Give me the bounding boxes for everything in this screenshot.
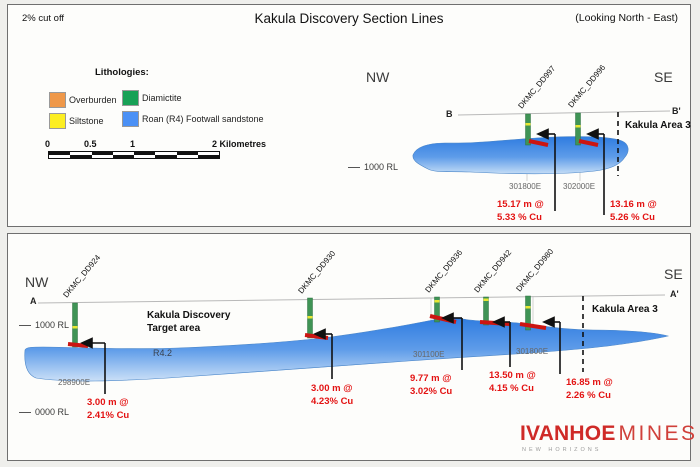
rl-label-1000: 1000 RL — [19, 320, 69, 330]
easting-label: 301100E — [413, 350, 445, 359]
surface-line — [457, 110, 671, 116]
annotation-arrow — [80, 312, 561, 394]
ore-body — [412, 136, 629, 175]
logo-wordmark-mines: MINES — [618, 422, 698, 445]
intercept-grade: 3.00 m @2.41% Cu — [87, 397, 130, 421]
section-endpoint-a: A — [30, 296, 37, 306]
section-endpoint-b: B — [446, 109, 453, 119]
intercept-marker — [528, 139, 599, 147]
direction-nw: NW — [25, 274, 49, 290]
intercept-grade: 9.77 m @3.02% Cu — [410, 373, 453, 397]
intercept-grade: 3.00 m @4.23% Cu — [311, 383, 354, 407]
legend-swatch-siltstone — [49, 113, 66, 129]
section-endpoint-a-prime: A' — [670, 289, 679, 299]
direction-nw: NW — [366, 69, 390, 85]
rl-label-0000: 0000 RL — [19, 407, 69, 417]
legend-swatch-sandstone — [122, 111, 139, 127]
scalebar-tick-0: 0 — [45, 139, 51, 149]
kakula-area3-label: Kakula Area 3 — [592, 304, 658, 315]
legend-title: Lithologies: — [95, 67, 149, 78]
section-a-graphic — [24, 294, 669, 394]
easting-label: 301800E — [509, 182, 542, 191]
rl-label-1000: 1000 RL — [348, 162, 398, 172]
direction-se: SE — [654, 69, 673, 85]
legend-swatch-diamictite — [122, 90, 139, 106]
logo-tagline: NEW HORIZONS — [522, 447, 602, 453]
rl-tick — [19, 411, 31, 413]
scalebar-tick-2km: 2 Kilometres — [212, 139, 267, 149]
legend-label-diamictite: Diamictite — [142, 93, 182, 103]
cutoff-note: 2% cut off — [22, 13, 65, 24]
ivanhoe-mines-logo: IVANHOE MINES NEW HORIZONS — [520, 422, 698, 453]
intercept-grade: 15.17 m @5.33 % Cu — [497, 199, 544, 223]
kakula-area3-label: Kakula Area 3 — [625, 120, 691, 131]
rl-tick — [348, 166, 360, 168]
section-endpoint-b-prime: B' — [672, 106, 681, 116]
annotation-arrow — [536, 128, 605, 215]
intercept-grade: 13.50 m @4.15 % Cu — [489, 370, 536, 394]
rl-tick — [19, 324, 31, 326]
drillhole-trace — [525, 112, 581, 146]
scalebar-tick-1: 1 — [130, 139, 136, 149]
legend-label-overburden: Overburden — [69, 95, 117, 105]
legend-label-sandstone: Roan (R4) Footwall sandstone — [142, 114, 264, 124]
surface-line — [37, 294, 666, 304]
view-direction: (Looking North - East) — [575, 12, 678, 24]
unit-label-r42: R4.2 — [153, 348, 173, 358]
section-b-graphic — [412, 110, 671, 215]
easting-label: 301800E — [516, 347, 549, 356]
page-title: Kakula Discovery Section Lines — [254, 11, 444, 26]
legend-swatch-overburden — [49, 92, 66, 108]
panel-section-b: 2% cut off Kakula Discovery Section Line… — [7, 4, 691, 227]
kakula-target-label: Kakula Discovery Target area — [147, 310, 231, 334]
scalebar-tick-05: 0.5 — [84, 139, 97, 149]
easting-label: 302000E — [563, 182, 596, 191]
easting-label: 298900E — [58, 378, 91, 387]
scale-bar — [48, 151, 220, 159]
drillhole-trace — [72, 295, 531, 348]
ore-body — [24, 317, 669, 382]
legend-label-siltstone: Siltstone — [69, 116, 104, 126]
panel-section-a: NW SE A A' 1000 RL 0000 RL Kakula Discov… — [7, 233, 695, 461]
logo-wordmark-ivanhoe: IVANHOE — [520, 422, 616, 445]
intercept-grade: 16.85 m @2.26 % Cu — [566, 377, 613, 401]
intercept-grade: 13.16 m @5.26 % Cu — [610, 199, 657, 223]
direction-se: SE — [664, 266, 683, 282]
